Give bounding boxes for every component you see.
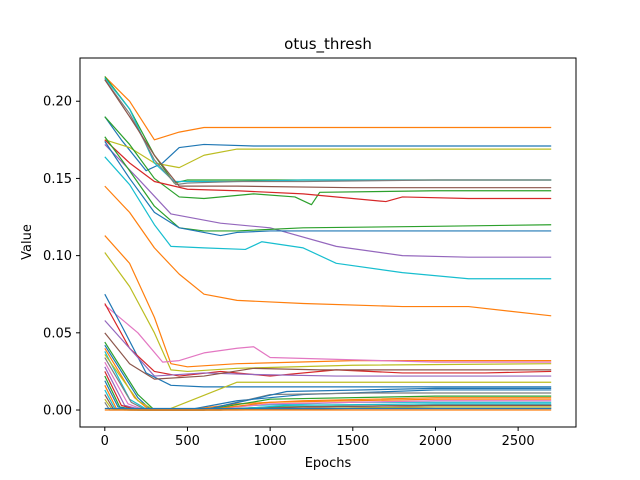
x-tick-label: 2000: [419, 434, 452, 449]
series-line-14: [104, 185, 552, 317]
series-line-11: [104, 136, 552, 232]
y-tick-label: 0.00: [43, 404, 72, 419]
series-line-3: [104, 139, 552, 169]
series-line-20: [104, 320, 552, 377]
series-line-7: [104, 116, 552, 206]
series-line-1: [104, 76, 552, 141]
series-line-12: [104, 141, 552, 237]
series-line-23: [104, 344, 552, 411]
y-axis-label: Value: [20, 224, 35, 260]
series-line-9: [104, 79, 552, 189]
series-line-17: [104, 304, 552, 363]
x-tick-label: 2500: [502, 434, 535, 449]
y-tick-label: 0.20: [43, 95, 72, 110]
x-tick-label: 0: [101, 434, 109, 449]
axis-layer: 0 500 1000 1500 2000 2500 0.00 0.05 0.10 0.15 0.20: [43, 95, 535, 449]
series-line-21: [104, 332, 552, 380]
series-line-2: [104, 116, 552, 172]
x-tick-label: 500: [175, 434, 200, 449]
series-line-13: [104, 156, 552, 280]
x-tick-label: 1500: [336, 434, 369, 449]
series-line-16: [104, 252, 552, 373]
y-tick-label: 0.05: [43, 326, 72, 341]
series-line-18: [104, 293, 552, 388]
series-layer: [104, 76, 552, 411]
plot-frame: [79, 57, 577, 428]
y-tick-label: 0.15: [43, 172, 72, 187]
series-line-8: [104, 139, 552, 203]
x-tick-label: 1000: [254, 434, 287, 449]
series-line-15: [104, 235, 552, 368]
y-tick-label: 0.10: [43, 249, 72, 264]
series-line-10: [104, 144, 552, 258]
chart-title: otus_thresh: [284, 35, 372, 54]
x-axis-label: Epochs: [305, 456, 352, 471]
